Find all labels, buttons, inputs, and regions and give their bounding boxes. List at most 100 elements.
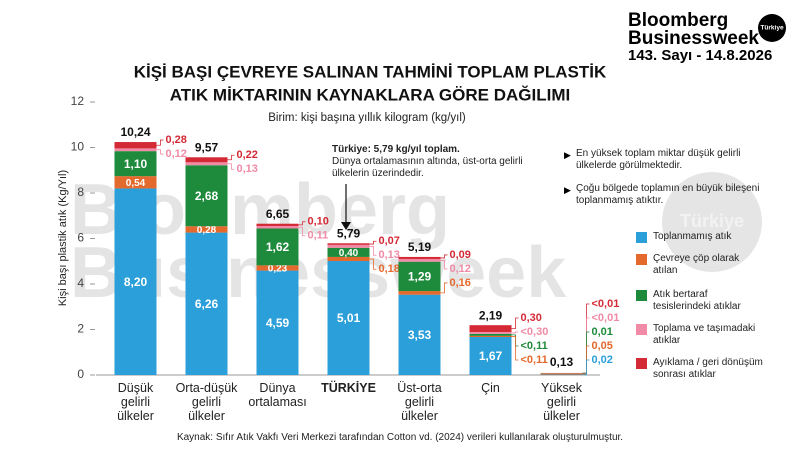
value-label: 0,11 [308, 230, 329, 242]
bar-segment [398, 261, 441, 292]
total-label: 6,65 [266, 207, 290, 221]
value-label: 0,13 [237, 163, 258, 175]
bar-segment [114, 176, 157, 189]
bar-segment [185, 165, 228, 227]
legend-swatch [636, 232, 647, 243]
legend-label: Toplanmamış atık [653, 231, 732, 242]
x-tick-label: Dünya ortalaması [248, 381, 307, 409]
value-label: 0,13 [379, 249, 400, 261]
label-connector [156, 139, 164, 146]
value-label: 0,30 [521, 312, 542, 324]
x-tick-label: TÜRKİYE [321, 381, 376, 395]
bar-segment [540, 373, 583, 375]
total-label: 10,24 [120, 125, 150, 139]
label-connector [298, 221, 306, 226]
total-label: 0,13 [550, 355, 574, 369]
value-label: <0,11 [521, 354, 548, 366]
bar-segment [398, 294, 441, 375]
bar-segment [256, 223, 299, 226]
y-tick-label: 4 [77, 276, 84, 290]
value-label: 1,62 [266, 240, 290, 254]
label-connector [369, 258, 377, 270]
chart-title: ATIK MİKTARININ KAYNAKLARA GÖRE DAĞILIMI [170, 85, 570, 104]
brand-badge [758, 14, 786, 42]
note: En yüksek toplam miktar düşük gelirli ül… [576, 148, 741, 171]
bar-segment [256, 225, 299, 229]
bar-segment [256, 265, 299, 271]
bar-segment [327, 243, 370, 245]
brand-sub: Businessweek [628, 28, 759, 49]
value-label: 0,12 [166, 148, 187, 160]
value-label: 5,01 [337, 311, 361, 325]
label-connector [369, 240, 377, 245]
value-label: 1,67 [479, 349, 503, 363]
annotation-text: Dünya ortalamasının altında, üst-orta ge… [332, 156, 523, 179]
brand-name: Bloomberg [628, 10, 728, 31]
note-bullet: ▶ [564, 185, 571, 195]
value-label: 0,12 [450, 263, 471, 275]
value-label: 0,22 [237, 149, 258, 161]
total-label: 5,79 [337, 226, 361, 240]
brand-badge-text: Türkiye [760, 25, 784, 32]
legend-swatch [636, 358, 647, 369]
total-label: 9,57 [195, 140, 219, 154]
bar-segment [398, 258, 441, 262]
label-connector [298, 226, 306, 237]
label-connector [227, 154, 235, 161]
x-tick-label: Üst-orta gelirli ülkeler [397, 381, 442, 423]
label-connector [582, 303, 590, 374]
bar-segment [469, 337, 512, 375]
value-label: 0,23 [268, 264, 288, 275]
label-connector [156, 149, 164, 155]
label-connector [369, 245, 377, 256]
value-label: 4,59 [266, 316, 290, 330]
bar-segment [469, 335, 512, 338]
x-tick-label: Orta-düşük gelirli ülkeler [175, 381, 238, 423]
x-tick-label: Düşük gelirli ülkeler [117, 381, 154, 423]
x-tick-label: Yüksek gelirli ülkeler [541, 381, 582, 423]
watermark-badge-text: Türkiye [680, 211, 744, 231]
label-connector [511, 331, 519, 334]
value-label: <0,01 [592, 298, 620, 310]
chart-subtitle: Birim: kişi başına yıllık kilogram (kg/y… [268, 112, 466, 124]
y-tick-label: 6 [77, 231, 84, 245]
bar-segment [185, 232, 228, 375]
bar-segment [469, 332, 512, 334]
y-tick-label: 8 [77, 185, 84, 199]
value-label: <0,01 [592, 312, 620, 324]
bar-segment [114, 151, 157, 177]
legend-swatch [636, 324, 647, 335]
source: Kaynak: Sıfır Atık Vakfı Veri Merkezi ta… [176, 432, 624, 443]
label-connector [440, 282, 448, 294]
value-label: 0,07 [379, 235, 400, 247]
value-label: 1,10 [124, 157, 148, 171]
y-tick-label: 12 [71, 94, 85, 108]
bar-segment [398, 256, 441, 259]
y-tick-label: 10 [71, 140, 85, 154]
value-label: 3,53 [408, 328, 432, 342]
value-label: 0,16 [450, 277, 471, 289]
value-label: 1,29 [408, 270, 432, 284]
value-label: <0,11 [521, 340, 548, 352]
value-label: 6,26 [195, 297, 219, 311]
brand-issue: 143. Sayı - 14.8.2026 [628, 47, 772, 64]
value-label: <0,30 [521, 326, 549, 338]
label-connector [227, 163, 235, 170]
bar-segment [469, 333, 512, 336]
value-label: 2,68 [195, 189, 219, 203]
annotation-arrowhead [341, 222, 351, 230]
legend-swatch [636, 290, 647, 301]
y-axis-label: Kişi başı plastik atık (Kg/Yıl) [57, 170, 69, 306]
value-label: 8,20 [124, 275, 148, 289]
label-connector [440, 254, 448, 259]
total-label: 5,19 [408, 240, 432, 254]
value-label: 0,10 [308, 216, 329, 228]
value-label: 0,09 [450, 249, 471, 261]
note: Çoğu bölgede toplamın en büyük bileşeni … [576, 183, 760, 206]
bar-segment [114, 142, 157, 149]
x-tick-label: Çin [481, 381, 500, 395]
bar-segment [185, 162, 228, 166]
label-connector [511, 336, 519, 361]
